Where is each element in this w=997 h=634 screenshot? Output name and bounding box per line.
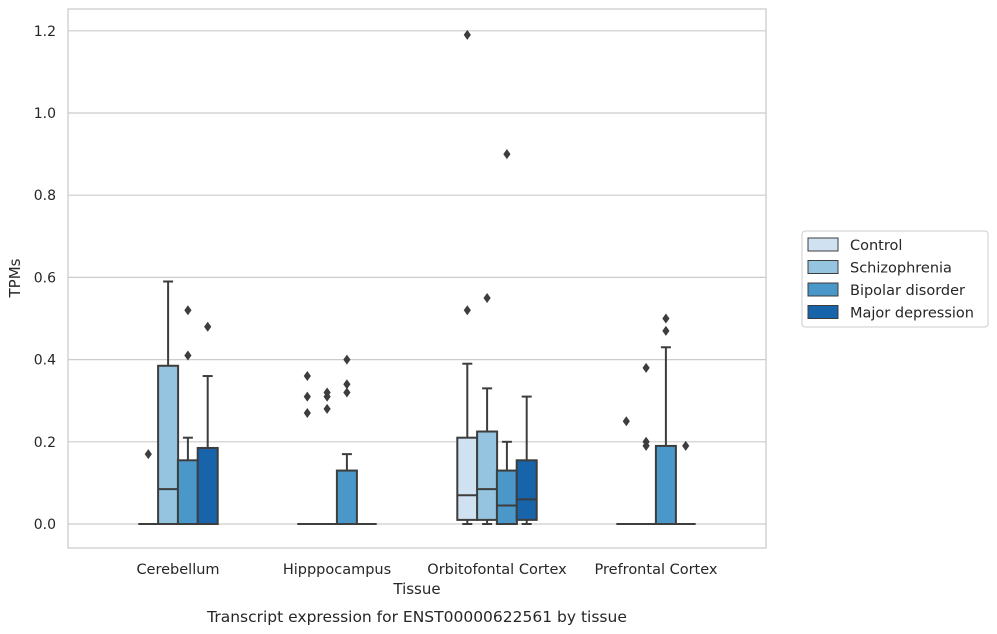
box-bipolar-disorder xyxy=(335,354,358,526)
box-control xyxy=(456,29,479,525)
box-major-depression xyxy=(515,395,538,525)
box-bipolar-disorder xyxy=(176,305,199,526)
outlier-point xyxy=(303,371,311,382)
outlier-point xyxy=(463,305,471,316)
box-body xyxy=(157,364,180,526)
box-body xyxy=(176,459,199,526)
box-major-depression xyxy=(196,321,219,525)
outlier-point xyxy=(682,440,690,451)
box-control xyxy=(616,416,637,525)
box-body xyxy=(515,459,538,521)
box-body xyxy=(654,444,677,525)
outlier-point xyxy=(184,305,192,316)
outlier-point xyxy=(343,387,351,398)
box-schizophrenia xyxy=(636,362,657,525)
legend-label: Major depression xyxy=(850,306,974,322)
plot-frame xyxy=(67,8,767,549)
outlier-point xyxy=(642,436,650,447)
outlier-point xyxy=(303,391,311,402)
legend-swatch xyxy=(807,237,839,252)
outlier-point xyxy=(343,379,351,390)
x-category-label: Cerebellum xyxy=(136,562,219,578)
outlier-point xyxy=(642,362,650,373)
outlier-point xyxy=(483,292,491,303)
y-tick-label: 0.2 xyxy=(34,435,56,451)
legend: Control Schizophrenia Bipolar disorder Majo… xyxy=(801,230,989,328)
box-body xyxy=(495,469,518,526)
y-tick-label: 0.6 xyxy=(34,270,56,286)
box-major-depression xyxy=(675,440,696,525)
outlier-point xyxy=(323,387,331,398)
outlier-point xyxy=(144,449,152,460)
outlier-point xyxy=(463,29,471,40)
outlier-point xyxy=(343,354,351,365)
legend-label: Schizophrenia xyxy=(850,261,952,277)
outlier-point xyxy=(184,350,192,361)
y-tick-label: 1.0 xyxy=(34,106,56,122)
legend-swatch xyxy=(807,260,839,274)
gridlines xyxy=(68,30,766,525)
y-axis-title: TPMs xyxy=(6,258,24,298)
outlier-point xyxy=(323,403,331,414)
box-control xyxy=(138,449,159,525)
box-bipolar-disorder xyxy=(654,313,677,525)
legend-swatch xyxy=(807,305,839,319)
legend-frame xyxy=(801,230,989,328)
box-schizophrenia xyxy=(157,280,180,526)
outlier-point xyxy=(503,149,511,160)
x-category-label: Prefrontal Cortex xyxy=(595,562,718,578)
y-axis-ticks: 0.0 0.2 0.4 0.6 0.8 1.0 1.2 xyxy=(34,24,56,533)
box-bipolar-disorder xyxy=(495,149,518,526)
y-tick-label: 1.2 xyxy=(34,24,56,40)
x-axis-title: Tissue xyxy=(392,580,440,598)
x-category-label: Orbitofontal Cortex xyxy=(427,562,567,578)
box-body xyxy=(456,436,479,521)
box-body xyxy=(196,446,219,525)
box-body xyxy=(476,430,499,521)
x-category-label: Hipppocampus xyxy=(283,562,391,578)
box-schizophrenia xyxy=(317,387,338,525)
y-tick-label: 0.8 xyxy=(34,188,56,204)
legend-label: Control xyxy=(850,238,902,254)
box-plot-marks xyxy=(138,29,696,526)
legend-swatch xyxy=(807,282,839,297)
box-schizophrenia xyxy=(476,292,499,525)
chart-caption: Transcript expression for ENST0000062256… xyxy=(206,608,627,626)
outlier-point xyxy=(662,313,670,324)
y-tick-label: 0.0 xyxy=(34,517,56,533)
x-axis-categories: Cerebellum Hipppocampus Orbitofontal Corte… xyxy=(136,562,717,578)
legend-label: Bipolar disorder xyxy=(850,283,965,299)
outlier-point xyxy=(204,321,212,332)
box-body xyxy=(335,469,358,526)
box-control xyxy=(297,371,318,525)
y-tick-label: 0.4 xyxy=(34,353,56,369)
outlier-point xyxy=(622,416,630,427)
outlier-point xyxy=(303,408,311,419)
outlier-point xyxy=(662,325,670,336)
